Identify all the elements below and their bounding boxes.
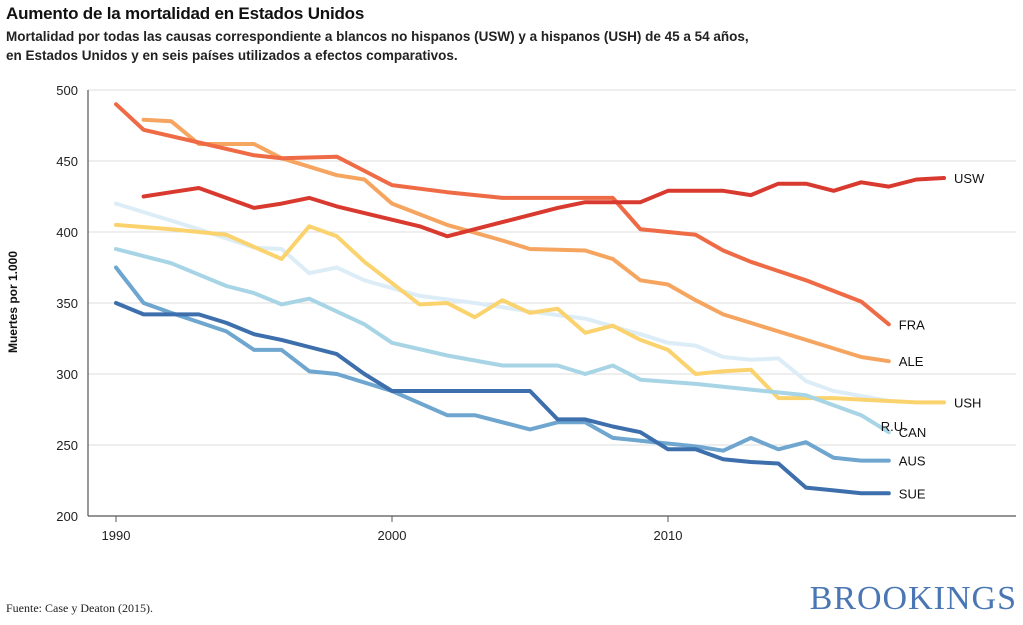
y-tick-label: 450 xyxy=(56,154,78,169)
x-tick-label: 2010 xyxy=(654,528,683,543)
series-label-usw: USW xyxy=(954,171,985,186)
brookings-logo: BROOKINGS xyxy=(809,580,1017,617)
series-label-fra: FRA xyxy=(899,317,925,332)
chart-subtitle: Mortalidad por todas las causas correspo… xyxy=(6,27,826,65)
series-line-aus xyxy=(114,265,891,463)
y-axis-label: Muertes por 1.000 xyxy=(6,251,20,353)
series-line-sue xyxy=(114,301,891,496)
y-tick-label: 350 xyxy=(56,296,78,311)
subtitle-line-1: Mortalidad por todas las causas correspo… xyxy=(6,29,749,44)
x-tick-label: 2000 xyxy=(378,528,407,543)
y-tick-label: 400 xyxy=(56,225,78,240)
subtitle-line-2: en Estados Unidos y en seis países utili… xyxy=(6,48,458,63)
series-line-fra xyxy=(114,102,891,327)
series-lines xyxy=(114,102,946,496)
series-label-ru: R.U. xyxy=(881,419,907,434)
y-axis-ticks: 200 250 300 350 400 450 500 xyxy=(56,83,78,524)
y-tick-label: 500 xyxy=(56,83,78,98)
y-tick-label: 200 xyxy=(56,509,78,524)
chart-title: Aumento de la mortalidad en Estados Unid… xyxy=(6,4,365,23)
y-tick-label: 300 xyxy=(56,367,78,382)
series-label-ush: USH xyxy=(954,395,981,410)
source-note: Fuente: Case y Deaton (2015). xyxy=(6,601,153,615)
series-label-can: CAN xyxy=(899,425,926,440)
series-line-ale xyxy=(141,117,891,364)
y-tick-label: 250 xyxy=(56,438,78,453)
grid-lines xyxy=(87,89,1016,517)
series-label-ale: ALE xyxy=(899,354,924,369)
series-line-usw xyxy=(141,176,946,239)
series-label-sue: SUE xyxy=(899,486,926,501)
series-label-aus: AUS xyxy=(899,454,926,469)
x-tick-label: 1990 xyxy=(102,528,131,543)
series-line-can xyxy=(114,247,891,435)
x-axis-ticks: 1990 2000 2010 xyxy=(102,516,683,543)
series-labels: FRA ALE USW USH R.U.CAN AUS SUE xyxy=(881,171,985,501)
series-line-ush xyxy=(114,222,946,405)
